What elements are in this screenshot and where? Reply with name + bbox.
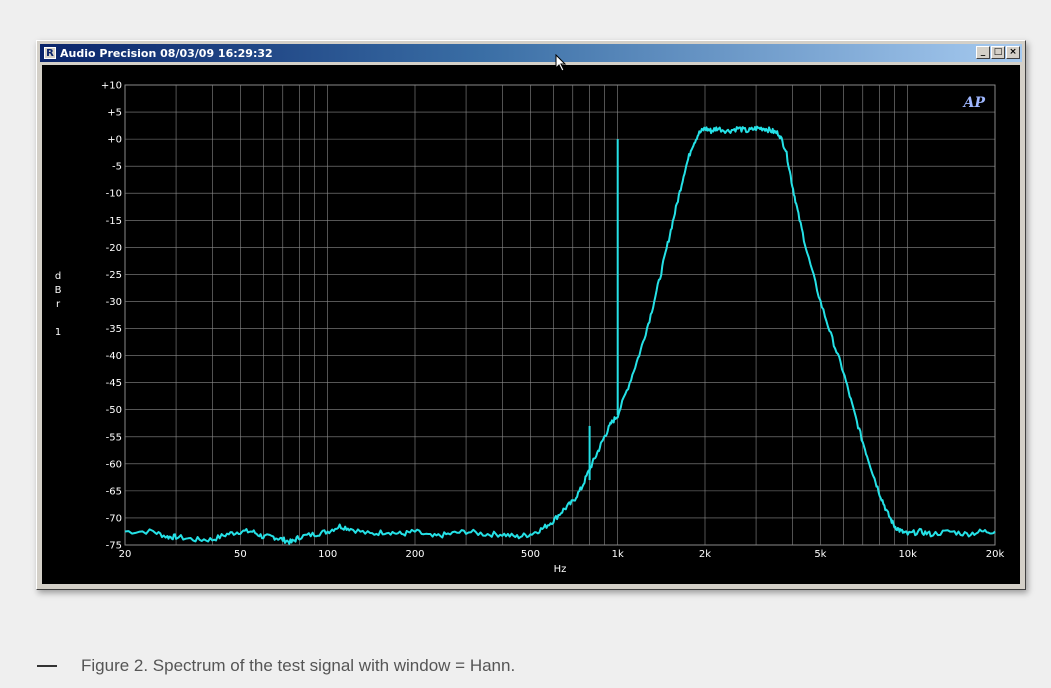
y-tick-label: +5 [107, 108, 122, 119]
x-tick-label: 1k [612, 549, 624, 560]
spectrum-chart: +10 +5 +0 -5 -10 -15 -20 -25 -30 -35 -40 -45 -50 -55 -… [55, 81, 1005, 576]
y-tick-label: -55 [106, 432, 122, 443]
y-tick-label: -20 [106, 243, 122, 254]
y-tick-label: -65 [106, 486, 122, 497]
y-tick-label: -5 [112, 162, 122, 173]
minimize-button[interactable]: _ [976, 46, 990, 59]
x-tick-label: 20k [986, 549, 1005, 560]
maximize-button[interactable]: □ [991, 46, 1005, 59]
y-tick-label: +10 [101, 81, 122, 92]
x-tick-label: 20 [119, 549, 132, 560]
y-tick-label: +0 [107, 135, 122, 146]
x-tick-label: 100 [318, 549, 337, 560]
x-tick-label: 50 [234, 549, 247, 560]
x-tick-label: 2k [699, 549, 711, 560]
y-tick-label: -40 [106, 351, 122, 362]
y-tick-label: -15 [106, 216, 122, 227]
figure-caption: Figure 2. Spectrum of the test signal wi… [81, 656, 516, 675]
window-buttons: _ □ × [976, 46, 1020, 59]
mouse-pointer-icon [555, 54, 567, 72]
x-tick-label: 200 [405, 549, 424, 560]
y-axis-label-char: r [56, 299, 61, 310]
window-titlebar[interactable]: R Audio Precision 08/03/09 16:29:32 _ □ … [40, 44, 1022, 62]
y-tick-label: -10 [106, 189, 122, 200]
close-button[interactable]: × [1006, 46, 1020, 59]
y-tick-label: -70 [106, 513, 122, 524]
y-tick-label: -25 [106, 270, 122, 281]
y-tick-label: -50 [106, 405, 122, 416]
plot-area: +10 +5 +0 -5 -10 -15 -20 -25 -30 -35 -40 -45 -50 -55 -… [42, 65, 1020, 584]
x-tick-label: 500 [521, 549, 540, 560]
y-tick-label: -30 [106, 297, 122, 308]
x-axis-label: Hz [554, 564, 567, 575]
x-tick-label: 5k [814, 549, 826, 560]
y-tick-label: -60 [106, 459, 122, 470]
y-tick-label: -45 [106, 378, 122, 389]
y-tick-label: -75 [106, 541, 122, 552]
audio-precision-window: R Audio Precision 08/03/09 16:29:32 _ □ … [36, 40, 1026, 590]
window-title: Audio Precision 08/03/09 16:29:32 [60, 46, 273, 60]
y-axis-label-char: d [55, 271, 61, 282]
y-axis-label-char: 1 [55, 327, 61, 338]
spectrum-trace [124, 125, 996, 545]
plot-frame [124, 84, 996, 546]
y-tick-label: -35 [106, 324, 122, 335]
ap-logo: AP [962, 95, 986, 111]
y-axis-label-char: B [55, 285, 62, 296]
app-icon[interactable]: R [44, 47, 56, 59]
caption-dash [37, 665, 57, 667]
figure-caption-row: Figure 2. Spectrum of the test signal wi… [37, 656, 515, 676]
x-tick-label: 10k [898, 549, 917, 560]
